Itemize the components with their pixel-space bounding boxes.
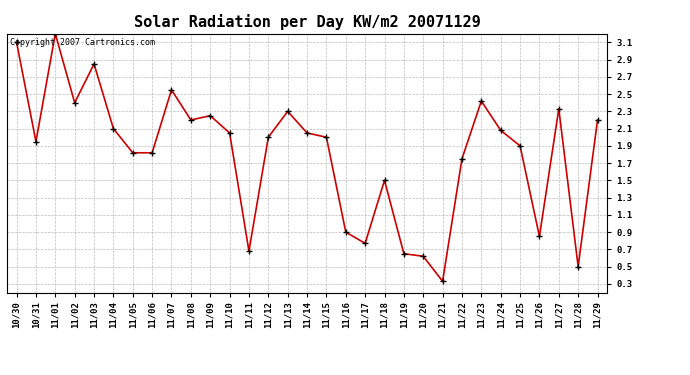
Title: Solar Radiation per Day KW/m2 20071129: Solar Radiation per Day KW/m2 20071129 [134,14,480,30]
Text: Copyright 2007 Cartronics.com: Copyright 2007 Cartronics.com [10,38,155,46]
